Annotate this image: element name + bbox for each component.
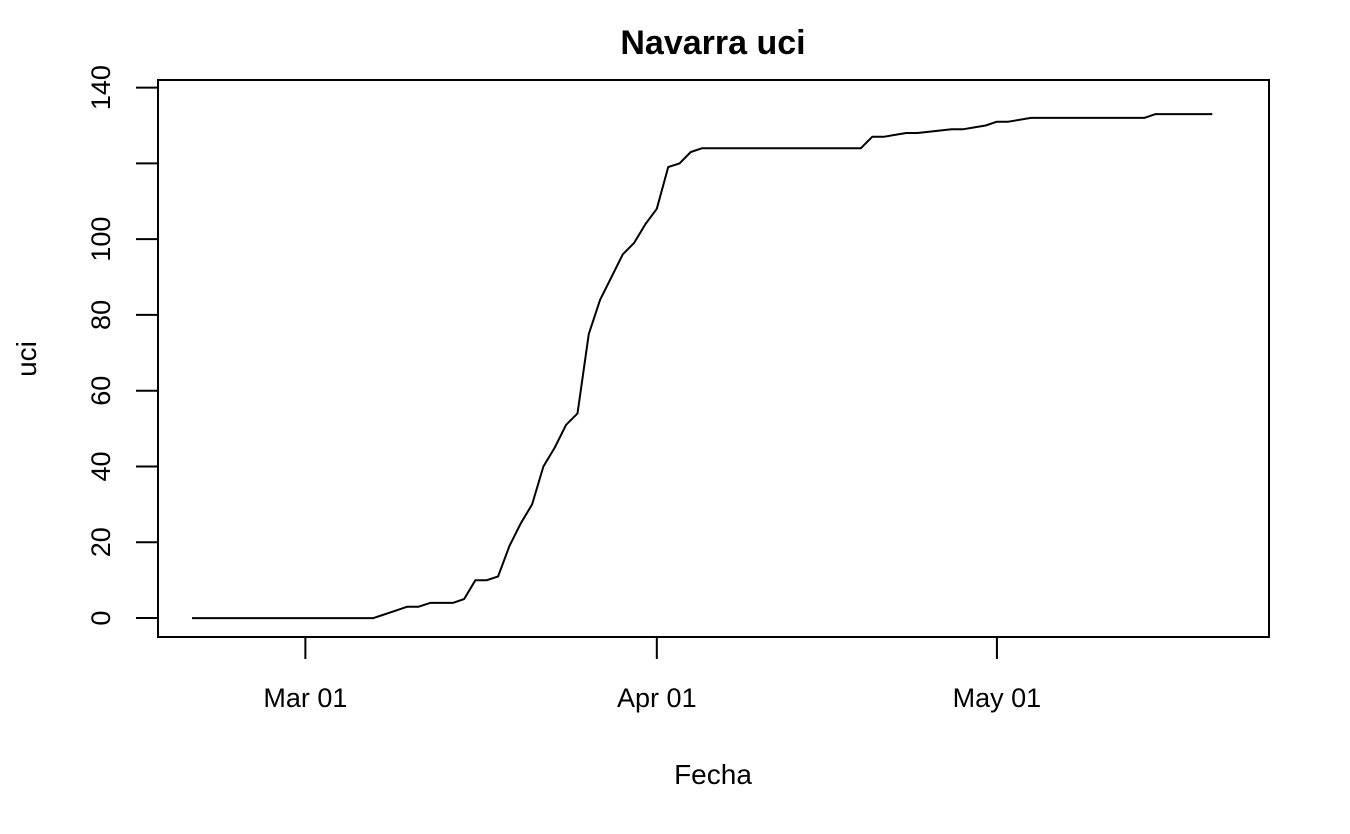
- x-tick-label: Apr 01: [617, 683, 697, 713]
- plot-area-frame: [157, 79, 1270, 638]
- y-tick-label: 100: [86, 217, 116, 262]
- y-axis: 0 20 40 60 80 100 140: [86, 65, 159, 626]
- x-tick-label: May 01: [953, 683, 1042, 713]
- y-tick-label: 60: [86, 376, 116, 406]
- y-tick-label: 40: [86, 451, 116, 481]
- y-tick-label: 0: [86, 611, 116, 626]
- x-axis-label: Fecha: [674, 759, 752, 790]
- y-tick-label: 140: [86, 65, 116, 110]
- y-tick-label: 20: [86, 527, 116, 557]
- x-axis: Mar 01 Apr 01 May 01: [263, 637, 1041, 713]
- chart-title: Navarra uci: [620, 24, 805, 62]
- series-line: [192, 113, 1213, 620]
- y-axis-label: uci: [11, 341, 42, 377]
- y-tick-label: 80: [86, 300, 116, 330]
- x-tick-label: Mar 01: [263, 683, 347, 713]
